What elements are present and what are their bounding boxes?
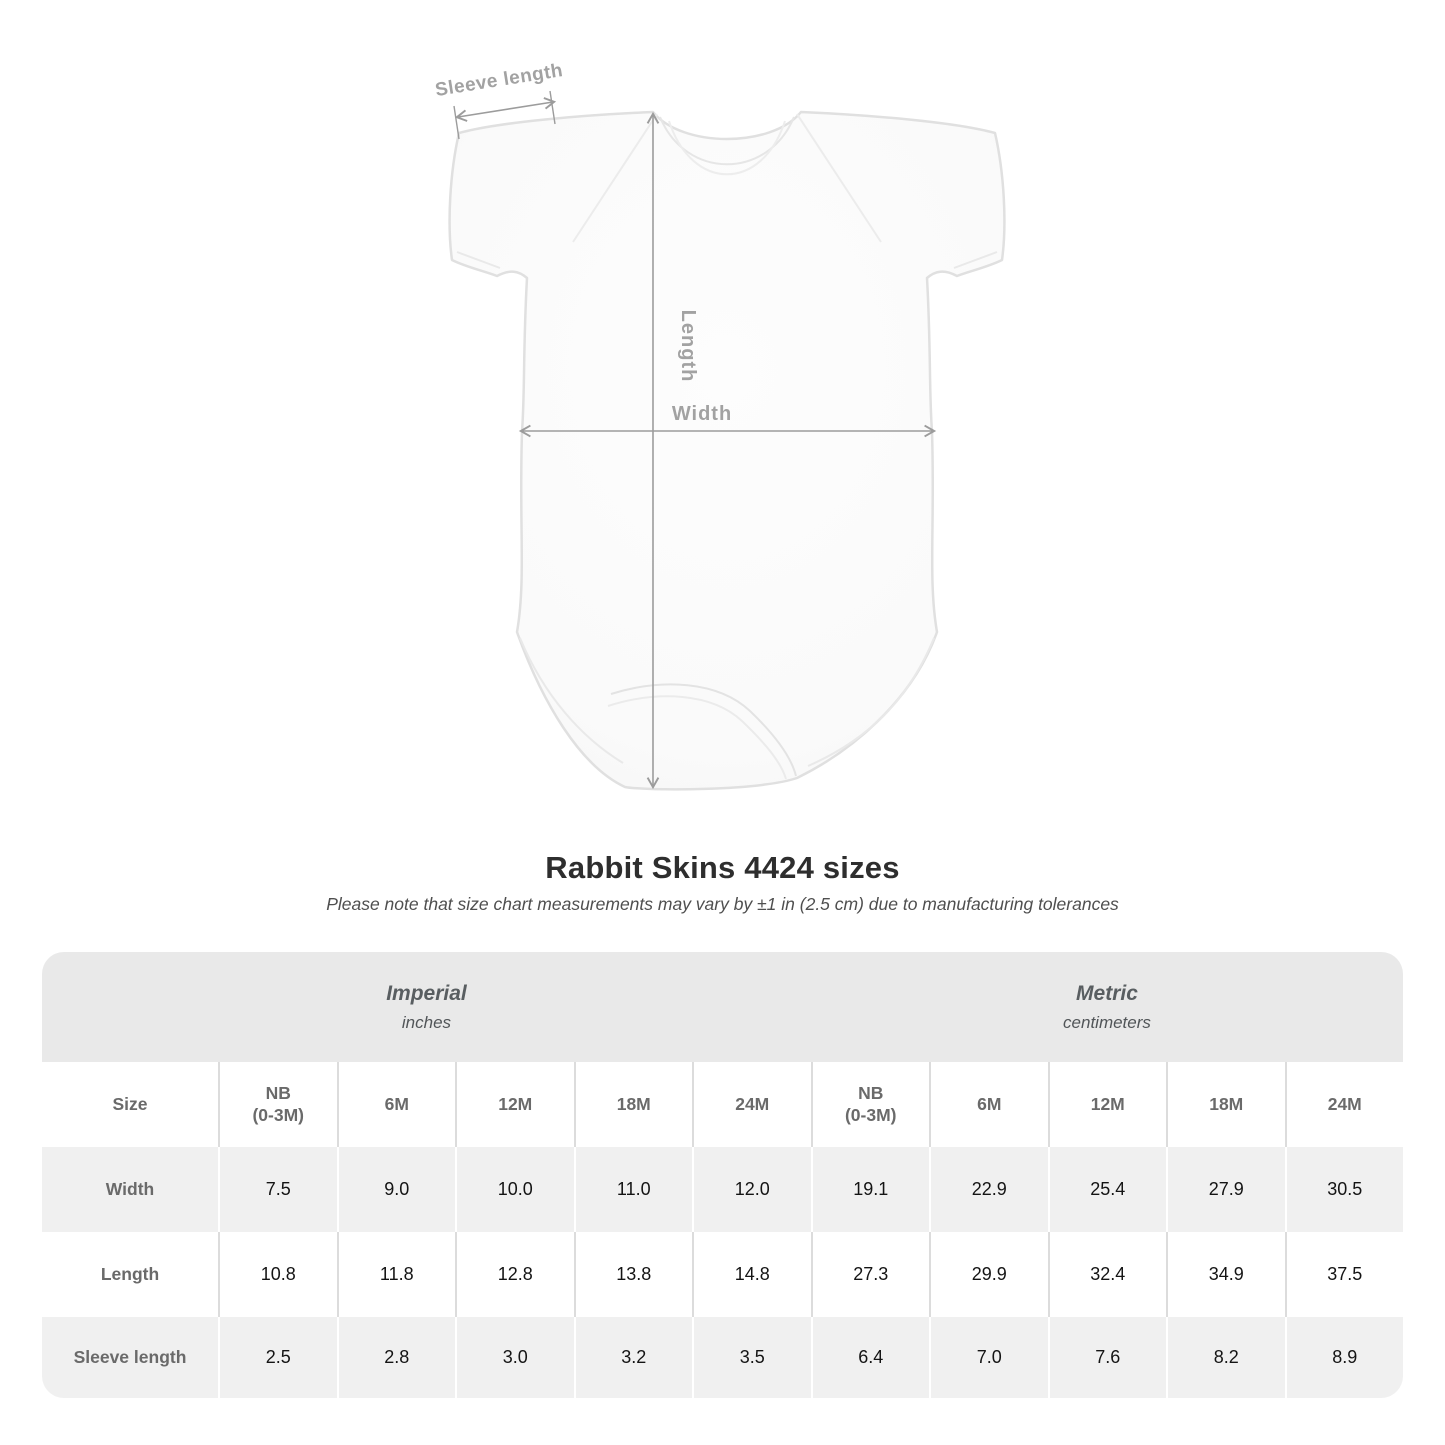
imperial-title: Imperial: [386, 981, 467, 1005]
imperial-section-header: Imperial inches: [42, 952, 811, 1062]
size-value-cell: 6.4: [810, 1317, 930, 1398]
column-header: NB (0-3M): [810, 1062, 930, 1147]
size-value-cell: 3.2: [573, 1317, 693, 1398]
column-header: 18M: [1166, 1062, 1285, 1147]
column-header: 18M: [573, 1062, 693, 1147]
size-value-cell: 8.2: [1166, 1317, 1285, 1398]
size-value-cell: 30.5: [1284, 1147, 1404, 1232]
size-value-cell: 32.4: [1047, 1232, 1167, 1317]
column-header: 24M: [692, 1062, 811, 1147]
size-value-cell: 29.9: [929, 1232, 1048, 1317]
width-annotation-label: Width: [672, 403, 732, 425]
row-label: Length: [100, 1263, 160, 1284]
sleeve-length-arrow: [453, 90, 557, 140]
table-row-length: Length 10.8 11.8 12.8 13.8 14.8 27.3 29.…: [42, 1232, 1403, 1317]
size-value-cell: 3.0: [455, 1317, 574, 1398]
size-value-cell: 8.9: [1284, 1317, 1404, 1398]
size-value-cell: 3.5: [692, 1317, 811, 1398]
column-header: 12M: [1047, 1062, 1167, 1147]
leg-bindings: [519, 637, 935, 767]
column-header: 6M: [929, 1062, 1048, 1147]
column-header: 12M: [455, 1062, 574, 1147]
unit-system-band: Imperial inches Metric centimeters: [42, 952, 1403, 1062]
size-header-label: Size: [112, 1093, 148, 1114]
row-label: Width: [105, 1178, 155, 1199]
size-value-cell: 9.0: [336, 1147, 456, 1232]
size-value-cell: 37.5: [1284, 1232, 1404, 1317]
size-value-cell: 7.5: [218, 1147, 337, 1232]
size-table: Imperial inches Metric centimeters Size …: [42, 952, 1403, 1398]
metric-unit: centimeters: [1063, 1012, 1151, 1032]
row-label: Sleeve length: [73, 1346, 187, 1367]
size-value-cell: 11.0: [573, 1147, 693, 1232]
bodysuit-diagram: Length Width Sleeve length: [330, 60, 1110, 840]
size-value-cell: 13.8: [573, 1232, 693, 1317]
size-value-cell: 11.8: [336, 1232, 456, 1317]
column-header: NB (0-3M): [218, 1062, 337, 1147]
size-value-cell: 12.0: [692, 1147, 811, 1232]
size-value-cell: 2.8: [336, 1317, 456, 1398]
bodysuit-outline: [448, 110, 1006, 791]
size-value-cell: 10.8: [218, 1232, 337, 1317]
size-value-cell: 19.1: [810, 1147, 930, 1232]
size-value-cell: 14.8: [692, 1232, 811, 1317]
column-header: 6M: [336, 1062, 456, 1147]
size-value-cell: 22.9: [929, 1147, 1048, 1232]
imperial-unit: inches: [401, 1012, 452, 1032]
page-title: Rabbit Skins 4424 sizes: [545, 850, 900, 885]
size-value-cell: 27.9: [1166, 1147, 1285, 1232]
sleeve-length-annotation-label: Sleeve length: [434, 60, 565, 101]
size-value-cell: 7.0: [929, 1317, 1048, 1398]
table-row-width: Width 7.5 9.0 10.0 11.0 12.0 19.1 22.9 2…: [42, 1147, 1403, 1232]
size-value-cell: 27.3: [810, 1232, 930, 1317]
metric-title: Metric: [1076, 981, 1138, 1005]
size-value-cell: 2.5: [218, 1317, 337, 1398]
bodysuit-svg: Length Width Sleeve length: [434, 60, 1006, 791]
neckline-detail: [572, 113, 882, 243]
size-value-cell: 34.9: [1166, 1232, 1285, 1317]
size-value-cell: 7.6: [1047, 1317, 1167, 1398]
table-row-sleeve-length: Sleeve length 2.5 2.8 3.0 3.2 3.5 6.4 7.…: [42, 1317, 1403, 1398]
size-value-cell: 25.4: [1047, 1147, 1167, 1232]
metric-section-header: Metric centimeters: [811, 952, 1403, 1062]
tolerance-note: Please note that size chart measurements…: [326, 894, 1119, 914]
size-value-cell: 12.8: [455, 1232, 574, 1317]
sleeve-hems: [456, 251, 998, 269]
size-header-row: Size NB (0-3M) 6M 12M 18M 24M NB (0-3M) …: [42, 1062, 1403, 1147]
length-annotation-label: Length: [677, 310, 699, 383]
size-value-cell: 10.0: [455, 1147, 574, 1232]
column-header: 24M: [1284, 1062, 1404, 1147]
